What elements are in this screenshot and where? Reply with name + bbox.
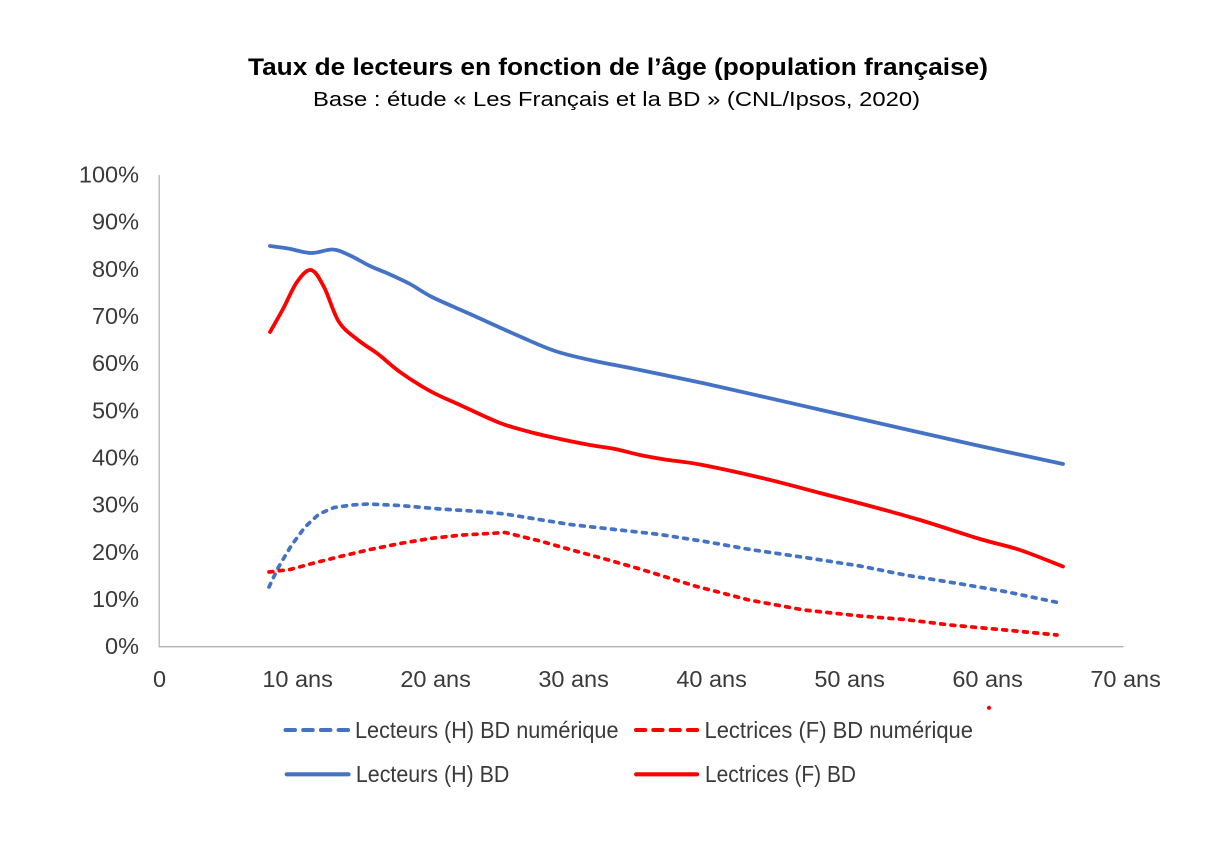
svg-text:0: 0	[153, 666, 166, 692]
svg-text:Base : étude « Les Français et: Base : étude « Les Français et la BD » (…	[313, 88, 920, 111]
svg-text:0%: 0%	[105, 633, 139, 659]
svg-text:Lecteurs (H) BD numérique: Lecteurs (H) BD numérique	[355, 717, 619, 743]
svg-text:60%: 60%	[92, 350, 139, 376]
svg-text:50 ans: 50 ans	[814, 666, 885, 692]
svg-text:Taux de lecteurs en fonction d: Taux de lecteurs en fonction de l’âge (p…	[248, 54, 988, 81]
svg-text:60 ans: 60 ans	[952, 666, 1023, 692]
svg-text:30%: 30%	[92, 492, 139, 518]
svg-text:20 ans: 20 ans	[400, 666, 471, 692]
svg-text:40 ans: 40 ans	[676, 666, 747, 692]
svg-text:80%: 80%	[92, 256, 139, 282]
svg-text:70 ans: 70 ans	[1090, 666, 1161, 692]
svg-text:70%: 70%	[92, 303, 139, 329]
svg-text:Lecteurs (H) BD: Lecteurs (H) BD	[356, 761, 510, 787]
svg-text:30 ans: 30 ans	[538, 666, 609, 692]
svg-text:20%: 20%	[92, 539, 139, 565]
svg-text:Lectrices (F) BD: Lectrices (F) BD	[705, 761, 856, 787]
svg-text:100%: 100%	[79, 162, 139, 188]
svg-text:10 ans: 10 ans	[262, 666, 333, 692]
svg-text:10%: 10%	[92, 586, 139, 612]
svg-text:Lectrices (F) BD numérique: Lectrices (F) BD numérique	[705, 717, 974, 743]
svg-text:90%: 90%	[92, 209, 139, 235]
svg-text:50%: 50%	[92, 397, 139, 423]
svg-text:40%: 40%	[92, 445, 139, 471]
